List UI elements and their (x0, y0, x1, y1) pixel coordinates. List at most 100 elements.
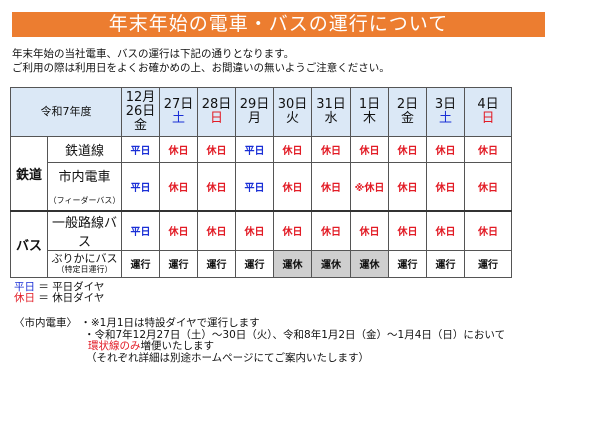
weekday-label: 日 (481, 111, 495, 126)
schedule-cell: 休日 (273, 136, 312, 163)
schedule-cell: 休日 (426, 209, 465, 251)
weekday-label: 火 (285, 111, 299, 126)
schedule-cell: 休日 (426, 162, 465, 211)
date-header: 28日日 (197, 87, 236, 137)
row-label: 一般路線バス (47, 209, 122, 251)
schedule-cell: 休日 (388, 162, 427, 211)
row-label: 鉄道線 (47, 136, 122, 163)
schedule-cell: 休日 (159, 162, 198, 211)
legend-key: 休日 (14, 292, 35, 304)
date-header: 1日木 (350, 87, 389, 137)
group-rail: 鉄道 (10, 136, 48, 211)
schedule-cell: 休日 (311, 162, 351, 211)
legend-value: 休日ダイヤ (52, 292, 105, 304)
schedule-cell: ※休日 (350, 162, 389, 211)
legend-value: 平日ダイヤ (52, 281, 105, 293)
schedule-cell: 休日 (273, 209, 312, 251)
date-header: 27日土 (159, 87, 198, 137)
schedule-cell: 運行 (121, 249, 160, 278)
note-line: （それぞれ詳細は別途ホームページにてご案内いたします） (86, 351, 369, 364)
legend-key: 平日 (14, 281, 35, 293)
schedule-cell: 休日 (311, 136, 351, 163)
row-label-text: 市内電車 (58, 170, 111, 186)
table-row: ぶりかにバス （特定日運行） 運行 運行 運行 運行 運休 運休 運休 運行 運行 運行 (11, 249, 512, 278)
row-label: 市内電車 （フィーダーバス） (47, 162, 122, 211)
date-label: 27日 (163, 97, 194, 112)
weekday-label: 木 (362, 111, 376, 126)
date-label: 1日 (358, 97, 381, 112)
note-highlight: 環状線のみ (88, 340, 141, 352)
date-header: 30日火 (273, 87, 312, 137)
schedule-cell: 運行 (464, 249, 512, 278)
note-line: ・令和7年12月27日（土）～30日（火）、令和8年1月2日（金）～1月4日（日… (84, 328, 506, 341)
header-row: 令和7年度 12月 26日金 27日土 28日日 29日月 30日火 31日水 1日木 2日金 3… (10, 87, 512, 137)
weekday-label: 日 (209, 111, 223, 126)
row-label-text: ぶりかにバス (51, 252, 118, 265)
legend: 平日 ＝ 平日ダイヤ 休日 ＝ 休日ダイヤ (14, 282, 104, 304)
legend-eq: ＝ (38, 281, 49, 293)
schedule-cell: 休日 (426, 136, 465, 163)
year-label: 令和7年度 (10, 87, 122, 137)
date-header: 4日日 (464, 87, 512, 137)
row-label: ぶりかにバス （特定日運行） (47, 249, 122, 278)
schedule-cell: 平日 (235, 136, 274, 163)
schedule-cell: 休日 (235, 209, 274, 251)
date-header: 12月 26日金 (121, 87, 160, 137)
schedule-cell: 休日 (388, 209, 427, 251)
weekday-label: 土 (171, 111, 185, 126)
note-line: 増便いたします (140, 340, 215, 352)
schedule-cell: 休日 (159, 136, 198, 163)
schedule-cell: 平日 (121, 136, 160, 163)
date-label: 3日 (434, 97, 457, 112)
schedule-cell: 休日 (464, 136, 512, 163)
date-label: 29日 (239, 97, 270, 112)
row-sublabel: （特定日運行） (56, 265, 113, 274)
page-title: 年末年始の電車・バスの運行について (12, 12, 545, 37)
table-row: 市内電車 （フィーダーバス） 平日 休日 休日 平日 休日 休日 ※休日 休日 休日 休日 (11, 162, 512, 211)
legend-eq: ＝ (38, 292, 49, 304)
table-row: 鉄道 鉄道線 平日 休日 休日 平日 休日 休日 休日 休日 休日 休日 (10, 136, 512, 211)
schedule-cell: 休日 (159, 209, 198, 251)
table-row: バス 一般路線バス 平日 休日 休日 休日 休日 休日 休日 休日 休日 休日 (10, 209, 512, 278)
weekday-label: 金 (133, 118, 147, 133)
date-label: 31日 (316, 97, 346, 112)
notes-head: 〈市内電車〉 (14, 317, 77, 329)
weekday-label: 水 (324, 111, 338, 126)
schedule-cell: 運行 (159, 249, 198, 278)
notes: 〈市内電車〉 ・※1月1日は特設ダイヤで運行します ・令和7年12月27日（土）… (14, 317, 506, 364)
schedule-cell: 休日 (350, 209, 389, 251)
schedule-cell: 平日 (121, 209, 160, 251)
schedule-cell: 運休 (311, 249, 351, 278)
row-label-text: 鉄道線 (64, 144, 104, 159)
weekday-label: 土 (438, 111, 452, 126)
schedule-cell: 休日 (273, 162, 312, 211)
legend-holiday: 休日 ＝ 休日ダイヤ (14, 293, 104, 304)
weekday-label: 月 (247, 111, 261, 126)
date-label: 2日 (396, 97, 419, 112)
legend-weekday: 平日 ＝ 平日ダイヤ (14, 282, 104, 293)
date-header: 3日土 (426, 87, 465, 137)
schedule-cell: 休日 (350, 136, 389, 163)
schedule-cell: 運行 (197, 249, 236, 278)
weekday-label: 金 (400, 111, 414, 126)
schedule-cell: 運行 (388, 249, 427, 278)
date-header: 29日月 (235, 87, 274, 137)
row-sublabel: （フィーダーバス） (48, 196, 121, 206)
intro-line: 年末年始の当社電車、バスの運行は下記の通りとなります。 (12, 48, 295, 60)
schedule-table: 令和7年度 12月 26日金 27日土 28日日 29日月 30日火 31日水 1日木 2日金 3… (10, 87, 512, 278)
schedule-cell: 運休 (350, 249, 389, 278)
date-label: 26日 (125, 104, 156, 119)
row-label-text: 一般路線バス (51, 215, 117, 250)
schedule-cell: 休日 (388, 136, 427, 163)
schedule-cell: 休日 (311, 209, 351, 251)
schedule-cell: 休日 (464, 209, 512, 251)
intro-text: 年末年始の当社電車、バスの運行は下記の通りとなります。 ご利用の際は利用日をよく… (12, 47, 390, 75)
date-label: 30日 (277, 97, 308, 112)
schedule-cell: 平日 (121, 162, 160, 211)
note-line: ・※1月1日は特設ダイヤで運行します (80, 317, 260, 329)
date-label: 4日 (477, 97, 499, 112)
schedule-cell: 運行 (235, 249, 274, 278)
schedule-cell: 休日 (197, 209, 236, 251)
month-label: 12月 (125, 90, 156, 105)
schedule-cell: 平日 (235, 162, 274, 211)
